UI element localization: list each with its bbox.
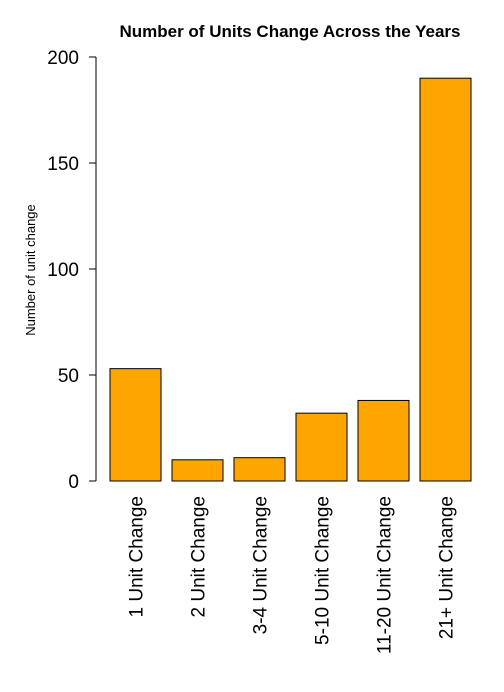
- y-tick-label: 150: [47, 154, 79, 175]
- y-tick-label: 200: [47, 48, 79, 69]
- x-tick-label: 5-10 Unit Change: [313, 496, 334, 645]
- bar: [419, 77, 472, 482]
- bar: [233, 457, 286, 482]
- x-tick-label: 11-20 Unit Change: [375, 496, 396, 654]
- x-axis-labels: 1 Unit Change 2 Unit Change 3-4 Unit Chang…: [127, 496, 458, 654]
- y-tick-label: 100: [47, 260, 79, 281]
- bar: [171, 459, 224, 482]
- chart-title: Number of Units Change Across the Years: [119, 22, 460, 41]
- bars-group: [109, 77, 472, 482]
- y-axis: 0 50 100 150 200: [47, 48, 97, 493]
- x-tick-label: 2 Unit Change: [189, 496, 210, 617]
- y-axis-label: Number of unit change: [23, 204, 38, 336]
- bar: [109, 368, 162, 482]
- x-tick-label: 21+ Unit Change: [437, 496, 458, 639]
- y-tick-label: 50: [58, 366, 79, 387]
- bar: [357, 399, 410, 482]
- x-tick-label: 3-4 Unit Change: [251, 496, 272, 634]
- y-tick-label: 0: [68, 472, 79, 493]
- x-tick-label: 1 Unit Change: [127, 496, 148, 617]
- bar: [295, 412, 348, 482]
